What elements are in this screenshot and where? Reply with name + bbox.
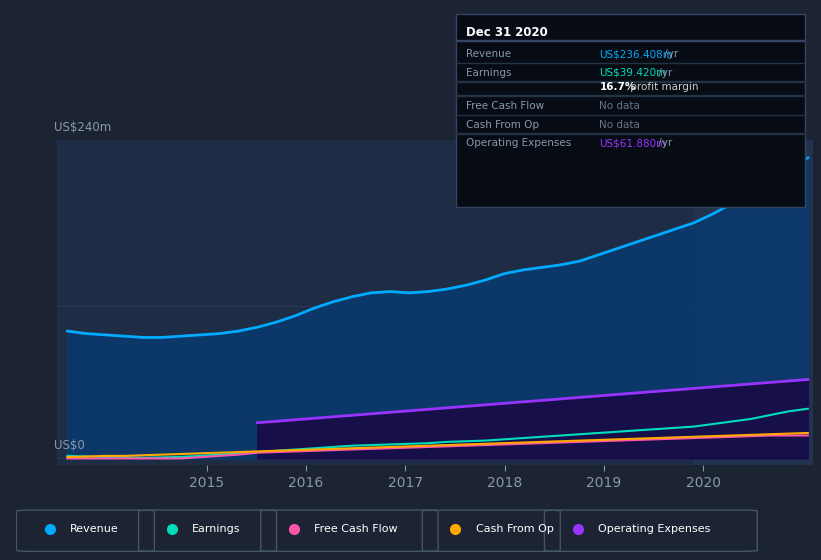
Text: US$236.408m: US$236.408m [599, 49, 673, 59]
Text: Revenue: Revenue [70, 524, 119, 534]
Text: /yr: /yr [655, 68, 672, 78]
Text: Earnings: Earnings [192, 524, 241, 534]
Text: Operating Expenses: Operating Expenses [598, 524, 710, 534]
Text: US$0: US$0 [53, 439, 85, 452]
Text: No data: No data [599, 101, 640, 111]
Text: Cash From Op: Cash From Op [476, 524, 554, 534]
Text: Revenue: Revenue [466, 49, 511, 59]
Bar [694, 140, 813, 465]
Text: US$240m: US$240m [53, 120, 111, 133]
Text: 16.7%: 16.7% [599, 82, 635, 92]
Text: US$39.420m: US$39.420m [599, 68, 667, 78]
Text: /yr: /yr [661, 49, 678, 59]
Text: /yr: /yr [655, 138, 672, 148]
Text: Cash From Op: Cash From Op [466, 120, 539, 130]
Text: US$61.880m: US$61.880m [599, 138, 667, 148]
Text: profit margin: profit margin [627, 82, 699, 92]
Text: Earnings: Earnings [466, 68, 511, 78]
Text: Dec 31 2020: Dec 31 2020 [466, 26, 548, 39]
Text: Operating Expenses: Operating Expenses [466, 138, 571, 148]
Text: Free Cash Flow: Free Cash Flow [466, 101, 544, 111]
Text: No data: No data [599, 120, 640, 130]
Text: Free Cash Flow: Free Cash Flow [314, 524, 398, 534]
